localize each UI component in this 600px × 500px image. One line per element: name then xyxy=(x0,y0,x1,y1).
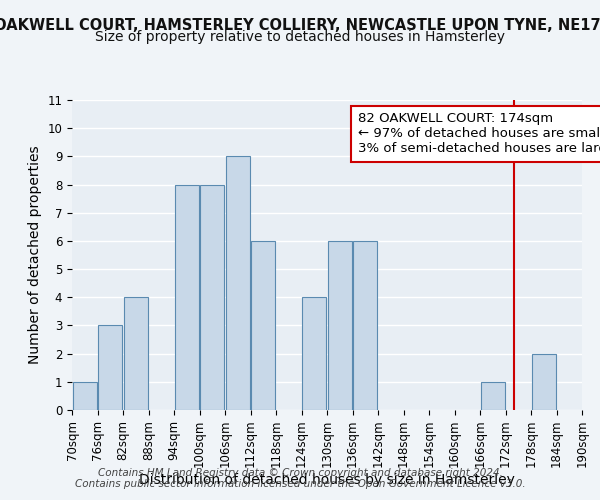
Bar xyxy=(98,326,122,410)
Bar xyxy=(583,354,600,410)
Text: Contains public sector information licensed under the Open Government Licence v3: Contains public sector information licen… xyxy=(74,479,526,489)
Bar xyxy=(251,241,275,410)
Bar xyxy=(328,241,352,410)
Bar xyxy=(200,184,224,410)
Y-axis label: Number of detached properties: Number of detached properties xyxy=(28,146,42,364)
Text: 82, OAKWELL COURT, HAMSTERLEY COLLIERY, NEWCASTLE UPON TYNE, NE17 7BE: 82, OAKWELL COURT, HAMSTERLEY COLLIERY, … xyxy=(0,18,600,32)
Text: Contains HM Land Registry data © Crown copyright and database right 2024.: Contains HM Land Registry data © Crown c… xyxy=(98,468,502,477)
Bar xyxy=(481,382,505,410)
Text: Size of property relative to detached houses in Hamsterley: Size of property relative to detached ho… xyxy=(95,30,505,44)
Bar xyxy=(124,298,148,410)
Bar xyxy=(73,382,97,410)
Text: 82 OAKWELL COURT: 174sqm
← 97% of detached houses are smaller (61)
3% of semi-de: 82 OAKWELL COURT: 174sqm ← 97% of detach… xyxy=(358,112,600,156)
Bar xyxy=(302,298,326,410)
Bar xyxy=(175,184,199,410)
Bar xyxy=(353,241,377,410)
Bar xyxy=(226,156,250,410)
X-axis label: Distribution of detached houses by size in Hamsterley: Distribution of detached houses by size … xyxy=(139,473,515,487)
Bar xyxy=(532,354,556,410)
